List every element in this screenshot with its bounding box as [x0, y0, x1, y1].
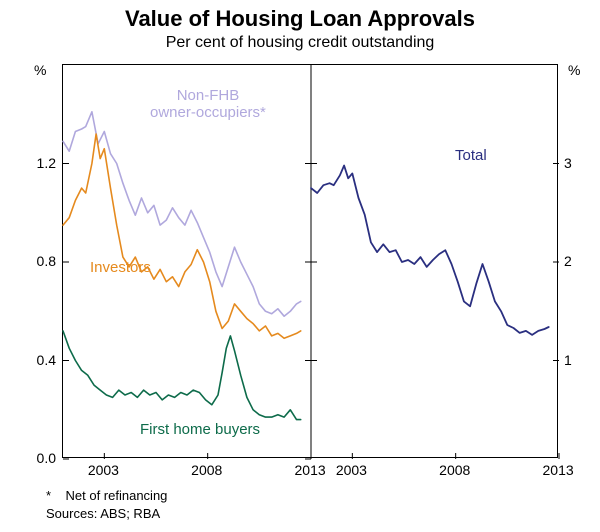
tick-label: 2008: [191, 462, 222, 478]
footnote-sources: Sources: ABS; RBA: [46, 506, 160, 521]
tick-label: 2008: [439, 462, 470, 478]
y-unit-left: %: [34, 62, 46, 78]
series-label: Non-FHB owner-occupiers*: [150, 88, 266, 121]
figure: Value of Housing Loan Approvals Per cent…: [0, 0, 600, 532]
series-label: Total: [455, 148, 487, 165]
tick-label: 2013: [543, 462, 574, 478]
footnote-marker: *: [46, 488, 51, 503]
tick-label: 0.0: [37, 450, 56, 466]
y-unit-right: %: [568, 62, 580, 78]
tick-label: 2003: [336, 462, 367, 478]
tick-label: 0.4: [37, 352, 56, 368]
series-label: Investors: [90, 260, 151, 277]
footnote-text: Net of refinancing: [66, 488, 168, 503]
chart-subtitle: Per cent of housing credit outstanding: [0, 34, 600, 52]
series-label: First home buyers: [140, 422, 260, 439]
tick-label: 0.8: [37, 253, 56, 269]
tick-label: 3: [564, 155, 572, 171]
tick-label: 1.2: [37, 155, 56, 171]
footnote-star: * Net of refinancing: [46, 488, 167, 503]
tick-label: 2: [564, 253, 572, 269]
tick-label: 1: [564, 352, 572, 368]
chart-title: Value of Housing Loan Approvals: [0, 6, 600, 32]
tick-label: 2003: [88, 462, 119, 478]
tick-label: 2013: [295, 462, 326, 478]
